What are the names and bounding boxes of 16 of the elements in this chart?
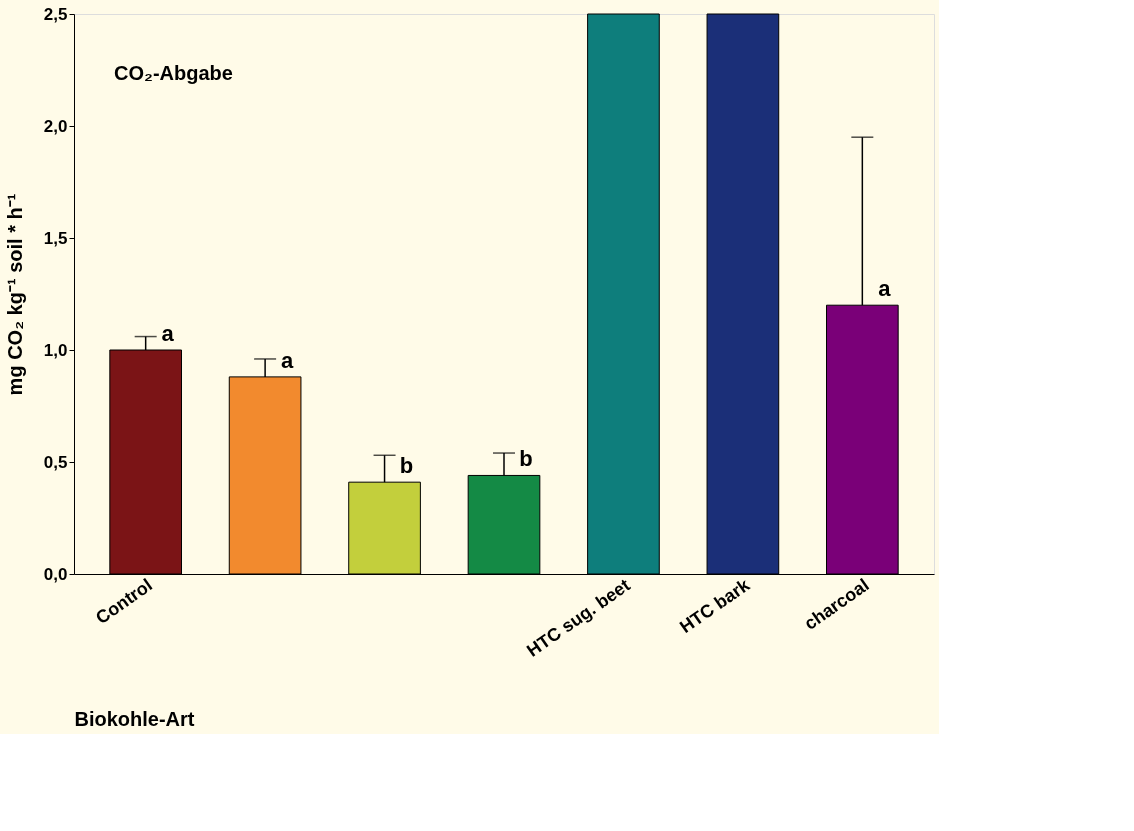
y-axis-title: mg CO₂ kg⁻¹ soil * h⁻¹: [3, 193, 26, 396]
y-tick-label: 2,5: [43, 4, 68, 24]
data-label: a: [280, 347, 294, 373]
y-tick-label: 1,0: [43, 340, 68, 360]
y-tick-label: 0,0: [43, 564, 68, 584]
x-tick-label: HTC bark: [676, 574, 755, 638]
x-tick-label: HTC sug. beet: [523, 574, 634, 661]
data-label: a: [161, 321, 175, 346]
data-label: a: [878, 276, 892, 302]
y-tick-label: 1,5: [43, 228, 68, 248]
y-tick-label: 2,0: [43, 116, 68, 136]
x-axis-title: Biokohle-Art: [74, 707, 195, 730]
data-label: b: [399, 453, 414, 479]
y-tick-label: 0,5: [43, 452, 68, 472]
data-label: b: [519, 446, 533, 472]
text: CO₂-Abgabe: [114, 62, 233, 84]
